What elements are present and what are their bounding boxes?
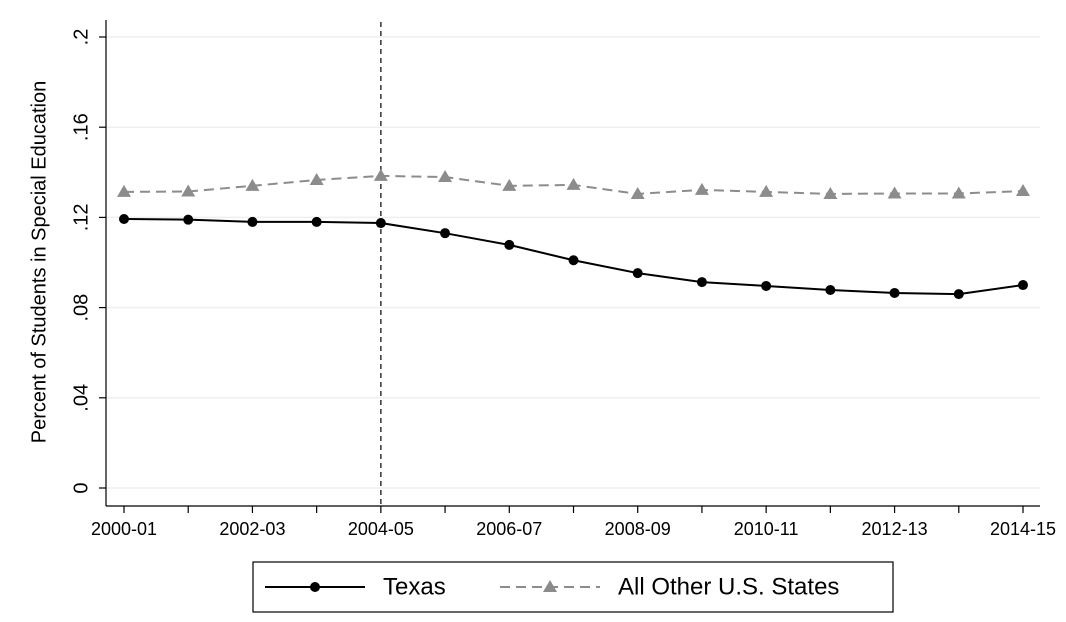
point	[1016, 184, 1030, 197]
legend-marker	[543, 580, 557, 592]
x-tick-label: 2004-05	[348, 519, 414, 539]
legend-marker	[310, 582, 320, 592]
point	[632, 268, 643, 279]
point	[309, 172, 324, 185]
point	[951, 186, 966, 199]
x-tick-label: 2010-11	[734, 519, 799, 539]
y-tick-label: .04	[70, 384, 92, 412]
y-tick-label: .16	[70, 113, 92, 141]
point	[1018, 280, 1028, 291]
point	[630, 186, 645, 199]
point	[438, 170, 453, 183]
x-tick-label: 2012-13	[862, 519, 928, 539]
point	[953, 289, 964, 300]
y-tick-label: 0	[70, 482, 92, 493]
y-axis-title: Percent of Students in Special Education	[28, 81, 50, 443]
point	[311, 216, 322, 227]
point	[375, 218, 386, 229]
point	[504, 239, 515, 250]
point	[889, 287, 900, 298]
x-tick-label: 2008-09	[605, 519, 671, 539]
point	[247, 216, 258, 227]
x-tick-label: 2014-15	[990, 519, 1056, 539]
point	[568, 255, 579, 266]
point	[181, 184, 196, 197]
point	[823, 186, 838, 199]
point	[373, 168, 388, 181]
point	[119, 213, 129, 224]
y-tick-label: .08	[70, 294, 92, 322]
point	[887, 186, 902, 199]
point	[761, 280, 772, 291]
point	[117, 184, 131, 197]
x-tick-label: 2006-07	[476, 519, 542, 539]
y-tick-label: .2	[70, 29, 92, 46]
legend-label: All Other U.S. States	[618, 573, 839, 600]
legend-label: Texas	[383, 573, 446, 600]
point	[825, 285, 836, 296]
y-tick-label: .12	[70, 203, 92, 231]
x-tick-label: 2002-03	[219, 519, 285, 539]
point	[183, 214, 194, 225]
point	[694, 182, 709, 195]
point	[440, 228, 451, 239]
point	[696, 277, 707, 288]
point	[502, 178, 517, 191]
point	[566, 177, 581, 190]
x-tick-label: 2000-01	[91, 519, 157, 539]
point	[245, 178, 260, 191]
point	[759, 184, 774, 197]
